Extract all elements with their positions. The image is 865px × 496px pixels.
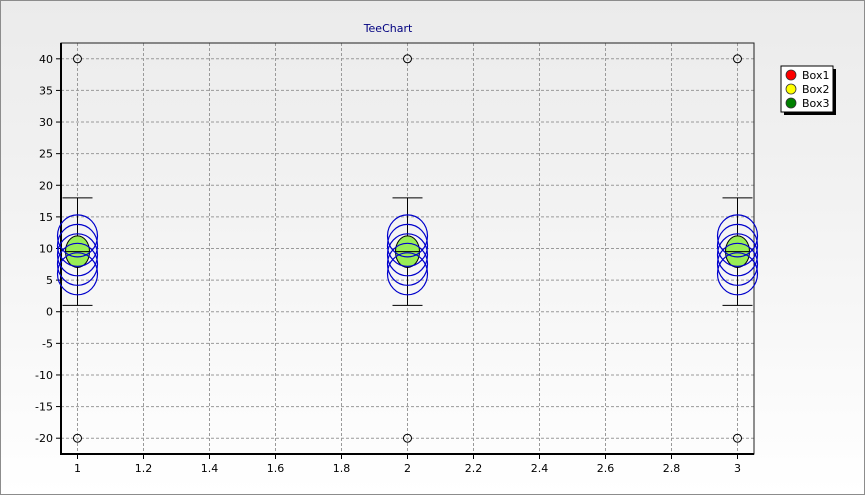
point-ring — [386, 223, 429, 267]
y-tick-label: 20 — [39, 179, 53, 192]
chart-title: TeeChart — [363, 22, 413, 35]
outlier-point — [73, 54, 82, 64]
x-tick-label: 2.6 — [597, 462, 615, 475]
y-tick-label: 0 — [46, 306, 53, 319]
outlier-point — [733, 433, 742, 443]
outlier-point — [403, 54, 412, 64]
outlier-point — [733, 54, 742, 64]
y-tick-label: -5 — [42, 337, 53, 350]
legend-marker — [785, 97, 797, 109]
x-tick-label: 1.6 — [267, 462, 285, 475]
y-tick-label: -10 — [35, 369, 53, 382]
outlier-point — [73, 433, 82, 443]
point-ring — [716, 233, 759, 277]
point-ring — [386, 242, 429, 286]
point-ring — [56, 214, 99, 258]
legend-marker — [785, 83, 797, 95]
x-tick-label: 1.2 — [135, 462, 153, 475]
point-ring — [716, 223, 759, 267]
legend-label: Box1 — [802, 69, 829, 82]
point-ring — [56, 223, 99, 267]
y-tick-label: 40 — [39, 53, 53, 66]
y-tick-label: 15 — [39, 211, 53, 224]
x-tick-label: 1.8 — [333, 462, 351, 475]
x-tick-label: 3 — [734, 462, 741, 475]
x-tick-label: 1.4 — [201, 462, 219, 475]
point-ring — [386, 214, 429, 258]
x-tick-label: 1 — [74, 462, 81, 475]
point-ring — [386, 233, 429, 277]
y-tick-label: 35 — [39, 84, 53, 97]
legend-marker — [785, 69, 797, 81]
point-ring — [56, 233, 99, 277]
legend-label: Box2 — [802, 83, 829, 96]
y-tick-label: -20 — [35, 432, 53, 445]
x-tick-label: 2.2 — [465, 462, 483, 475]
point-ring — [386, 252, 429, 296]
y-tick-label: 25 — [39, 148, 53, 161]
x-tick-label: 2 — [404, 462, 411, 475]
point-ring — [716, 214, 759, 258]
x-tick-label: 2.4 — [531, 462, 549, 475]
point-ring — [716, 252, 759, 296]
outlier-point — [403, 433, 412, 443]
y-tick-label: -15 — [35, 401, 53, 414]
x-tick-label: 2.8 — [663, 462, 681, 475]
point-ring — [716, 242, 759, 286]
y-tick-label: 10 — [39, 243, 53, 256]
legend-label: Box3 — [802, 97, 829, 110]
y-tick-label: 5 — [46, 274, 53, 287]
y-tick-label: 30 — [39, 116, 53, 129]
point-ring — [56, 242, 99, 286]
point-ring — [56, 252, 99, 296]
